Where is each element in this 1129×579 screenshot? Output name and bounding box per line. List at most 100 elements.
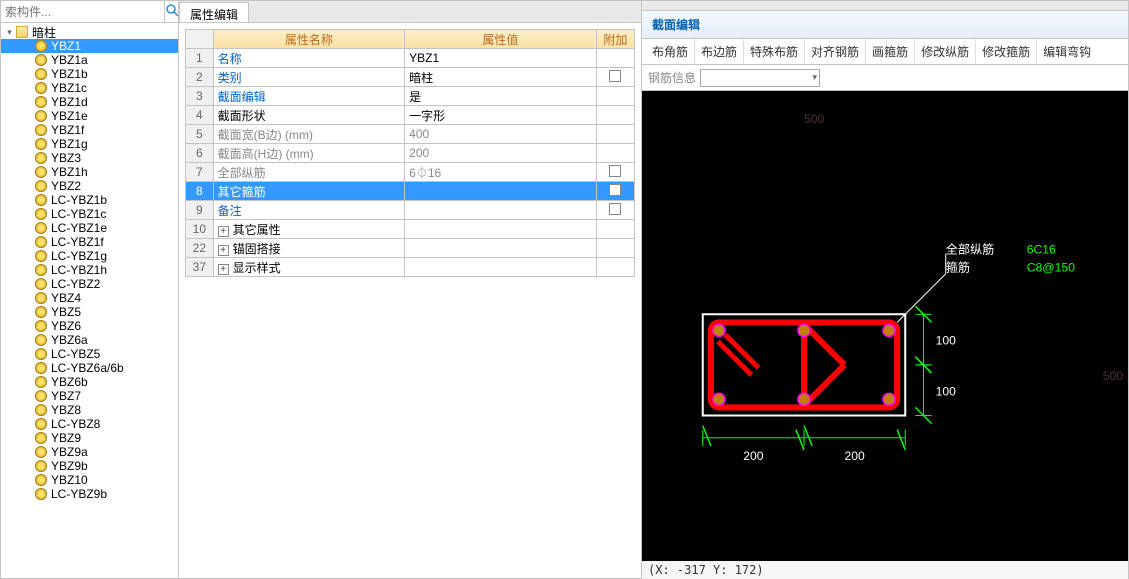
tree-item[interactable]: YBZ1f	[1, 123, 178, 137]
add-checkbox[interactable]	[609, 184, 621, 196]
tree-item[interactable]: YBZ5	[1, 305, 178, 319]
property-row[interactable]: 2类别暗柱	[186, 68, 635, 87]
tree-item[interactable]: LC-YBZ1c	[1, 207, 178, 221]
header-add: 附加	[596, 30, 634, 49]
row-number: 9	[186, 201, 214, 220]
tree-item-label: LC-YBZ5	[51, 347, 100, 361]
property-value[interactable]: 是	[405, 87, 597, 106]
row-number: 3	[186, 87, 214, 106]
property-row[interactable]: 7全部纵筋6⏀16	[186, 163, 635, 182]
tree-item[interactable]: YBZ1d	[1, 95, 178, 109]
tree-item[interactable]: LC-YBZ6a/6b	[1, 361, 178, 375]
header-name: 属性名称	[213, 30, 405, 49]
property-value[interactable]: 400	[405, 125, 597, 144]
tree-item-label: YBZ1f	[51, 123, 84, 137]
tree[interactable]: ▾ 暗柱 YBZ1YBZ1aYBZ1bYBZ1cYBZ1dYBZ1eYBZ1fY…	[1, 23, 178, 578]
tree-item[interactable]: YBZ3	[1, 151, 178, 165]
property-value[interactable]: 6⏀16	[405, 163, 597, 182]
property-row[interactable]: 22+锚固搭接	[186, 239, 635, 258]
tree-item[interactable]: YBZ1c	[1, 81, 178, 95]
svg-text:200: 200	[844, 449, 865, 463]
section-tab[interactable]: 修改箍筋	[975, 39, 1036, 64]
expand-icon[interactable]: +	[218, 264, 229, 275]
gear-icon	[35, 236, 47, 248]
tree-item[interactable]: YBZ7	[1, 389, 178, 403]
add-checkbox[interactable]	[609, 203, 621, 215]
add-checkbox[interactable]	[609, 70, 621, 82]
property-value[interactable]: 暗柱	[405, 68, 597, 87]
section-tab[interactable]: 对齐钢筋	[804, 39, 865, 64]
property-row[interactable]: 8其它箍筋	[186, 182, 635, 201]
expand-icon[interactable]: +	[218, 245, 229, 256]
tree-item[interactable]: YBZ1e	[1, 109, 178, 123]
gear-icon	[35, 124, 47, 136]
tree-item[interactable]: YBZ10	[1, 473, 178, 487]
property-row[interactable]: 1名称YBZ1	[186, 49, 635, 68]
tree-item-label: YBZ1d	[51, 95, 88, 109]
property-value[interactable]	[405, 258, 597, 277]
section-tab[interactable]: 编辑弯钩	[1036, 39, 1097, 64]
property-row[interactable]: 10+其它属性	[186, 220, 635, 239]
property-value[interactable]	[405, 239, 597, 258]
tree-item-label: LC-YBZ2	[51, 277, 100, 291]
expand-icon[interactable]: +	[218, 226, 229, 237]
tree-item[interactable]: YBZ1a	[1, 53, 178, 67]
property-value[interactable]: YBZ1	[405, 49, 597, 68]
property-row[interactable]: 3截面编辑是	[186, 87, 635, 106]
tree-item[interactable]: LC-YBZ9b	[1, 487, 178, 501]
section-tab[interactable]: 布边筋	[694, 39, 743, 64]
property-value[interactable]: 一字形	[405, 106, 597, 125]
section-tab[interactable]: 特殊布筋	[743, 39, 804, 64]
section-tab[interactable]: 画箍筋	[865, 39, 914, 64]
section-tab[interactable]: 修改纵筋	[914, 39, 975, 64]
tab-property-edit[interactable]: 属性编辑	[179, 2, 249, 22]
tree-item[interactable]: YBZ9a	[1, 445, 178, 459]
property-row[interactable]: 9备注	[186, 201, 635, 220]
tree-item[interactable]: YBZ9b	[1, 459, 178, 473]
tree-item[interactable]: LC-YBZ1h	[1, 263, 178, 277]
row-number: 4	[186, 106, 214, 125]
tree-item-label: LC-YBZ9b	[51, 487, 107, 501]
tree-item[interactable]: YBZ1h	[1, 165, 178, 179]
tree-item-label: LC-YBZ1c	[51, 207, 106, 221]
search-button[interactable]	[164, 1, 179, 23]
tree-item[interactable]: YBZ6b	[1, 375, 178, 389]
tree-item[interactable]: LC-YBZ8	[1, 417, 178, 431]
property-row[interactable]: 6截面高(H边) (mm)200	[186, 144, 635, 163]
property-row[interactable]: 37+显示样式	[186, 258, 635, 277]
tree-item[interactable]: LC-YBZ5	[1, 347, 178, 361]
collapse-icon[interactable]: ▾	[5, 28, 14, 37]
tree-item[interactable]: YBZ6a	[1, 333, 178, 347]
gear-icon	[35, 460, 47, 472]
property-row[interactable]: 4截面形状一字形	[186, 106, 635, 125]
property-name: 备注	[213, 201, 405, 220]
tree-item-label: LC-YBZ1f	[51, 235, 104, 249]
section-canvas[interactable]: 500500200200100100全部纵筋6C16箍筋C8@150	[642, 91, 1128, 578]
property-value[interactable]	[405, 201, 597, 220]
property-row[interactable]: 5截面宽(B边) (mm)400	[186, 125, 635, 144]
search-input[interactable]	[1, 2, 164, 22]
tree-item[interactable]: YBZ2	[1, 179, 178, 193]
tree-item-label: YBZ1a	[51, 53, 88, 67]
tree-item[interactable]: YBZ4	[1, 291, 178, 305]
gear-icon	[35, 418, 47, 430]
tree-item[interactable]: LC-YBZ1b	[1, 193, 178, 207]
gear-icon	[35, 194, 47, 206]
tree-item[interactable]: LC-YBZ1g	[1, 249, 178, 263]
property-value[interactable]	[405, 182, 597, 201]
tree-item[interactable]: YBZ1g	[1, 137, 178, 151]
tree-item[interactable]: YBZ1b	[1, 67, 178, 81]
section-tab[interactable]: 布角筋	[646, 39, 694, 64]
property-value[interactable]: 200	[405, 144, 597, 163]
tree-item[interactable]: YBZ9	[1, 431, 178, 445]
tree-item[interactable]: LC-YBZ1f	[1, 235, 178, 249]
rebar-info-select[interactable]: ▾	[700, 69, 820, 87]
tree-item[interactable]: LC-YBZ2	[1, 277, 178, 291]
tree-item[interactable]: YBZ8	[1, 403, 178, 417]
tree-root[interactable]: ▾ 暗柱	[1, 25, 178, 39]
tree-item[interactable]: LC-YBZ1e	[1, 221, 178, 235]
property-value[interactable]	[405, 220, 597, 239]
add-checkbox[interactable]	[609, 165, 621, 177]
tree-item[interactable]: YBZ6	[1, 319, 178, 333]
tree-item[interactable]: YBZ1	[1, 39, 178, 53]
